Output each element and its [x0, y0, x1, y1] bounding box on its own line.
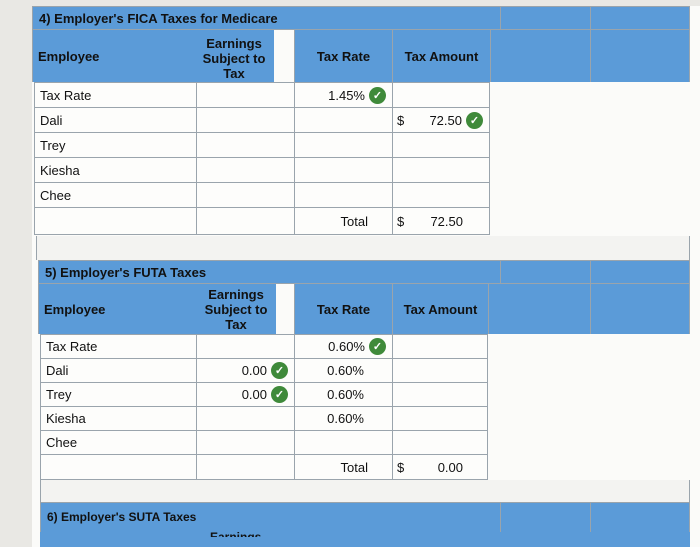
futa-header-earnings: Earnings Subject to Tax	[196, 284, 276, 334]
check-circle-icon: ✓	[271, 362, 288, 379]
fica-total-cell: $ 72.50	[392, 207, 490, 235]
futa-chee-amount-input[interactable]	[392, 430, 488, 454]
futa-trey-rate: 0.60%	[294, 382, 392, 406]
futa-chee-earnings-input[interactable]	[196, 430, 294, 454]
suta-header-earnings: Earnings	[210, 532, 261, 537]
fica-header-blank	[590, 30, 690, 82]
futa-title-bar: 5) Employer's FUTA Taxes	[38, 260, 500, 284]
futa-total-cell: $ 0.00	[392, 454, 488, 480]
futa-rate-value: 0.60%	[328, 339, 365, 354]
fica-header-employee: Employee	[32, 30, 194, 82]
fica-chee-earnings-input[interactable]	[196, 182, 294, 207]
check-circle-icon: ✓	[369, 338, 386, 355]
fica-employee-trey: Trey	[34, 132, 196, 157]
futa-title-bar-cell	[500, 260, 590, 284]
fica-chee-rate-input[interactable]	[294, 182, 392, 207]
check-circle-icon: ✓	[271, 386, 288, 403]
futa-rate-cell[interactable]: 0.60% ✓	[294, 334, 392, 358]
fica-total-blank	[34, 207, 196, 235]
fica-employee-kiesha: Kiesha	[34, 157, 196, 182]
fica-rate-cell[interactable]: 1.45% ✓	[294, 82, 392, 107]
futa-header-blank	[590, 284, 690, 334]
suta-header-row: Earnings	[40, 532, 690, 547]
futa-trey-earnings: 0.00	[241, 387, 267, 402]
fica-total-label: Total	[294, 207, 392, 235]
check-circle-icon: ✓	[369, 86, 386, 104]
futa-rate-amount-cell[interactable]	[392, 334, 488, 358]
futa-kiesha-amount-input[interactable]	[392, 406, 488, 430]
futa-dali-earnings: 0.00	[241, 363, 267, 378]
futa-employee-trey: Trey	[40, 382, 196, 406]
futa-total-label: Total	[294, 454, 392, 480]
fica-header-earnings: Earnings Subject to Tax	[194, 30, 274, 82]
fica-rate-earnings-cell[interactable]	[196, 82, 294, 107]
fica-kiesha-rate-input[interactable]	[294, 157, 392, 182]
check-circle-icon: ✓	[466, 111, 483, 129]
fica-title-bar-cell	[590, 6, 690, 30]
suta-title-bar-cell	[500, 502, 590, 532]
futa-kiesha-earnings-input[interactable]	[196, 406, 294, 430]
fica-employee-dali: Dali	[34, 107, 196, 132]
fica-rate-amount-cell[interactable]	[392, 82, 490, 107]
futa-title: 5) Employer's FUTA Taxes	[45, 265, 207, 280]
futa-employee-kiesha: Kiesha	[40, 406, 196, 430]
futa-employee-dali: Dali	[40, 358, 196, 382]
fica-chee-amount-input[interactable]	[392, 182, 490, 207]
fica-trey-amount-input[interactable]	[392, 132, 490, 157]
fica-total-blank	[196, 207, 294, 235]
fica-kiesha-earnings-input[interactable]	[196, 157, 294, 182]
suta-title-bar-cell	[590, 502, 690, 532]
futa-dali-amount-input[interactable]	[392, 358, 488, 382]
futa-dali-earnings-input[interactable]: 0.00 ✓	[196, 358, 294, 382]
futa-header-tax-rate: Tax Rate	[294, 284, 392, 334]
fica-dali-rate-input[interactable]	[294, 107, 392, 132]
futa-total-blank	[40, 454, 196, 480]
fica-total-amount: 72.50	[430, 213, 463, 229]
fica-header-tax-amount: Tax Amount	[392, 30, 490, 82]
fica-trey-rate-input[interactable]	[294, 132, 392, 157]
futa-rate-label: Tax Rate	[40, 334, 196, 358]
futa-employee-chee: Chee	[40, 430, 196, 454]
futa-trey-earnings-input[interactable]: 0.00 ✓	[196, 382, 294, 406]
fica-dali-earnings-input[interactable]	[196, 107, 294, 132]
fica-dali-amount: 72.50	[429, 112, 462, 128]
fica-title-bar-cell	[500, 6, 590, 30]
fica-header-blank	[490, 30, 590, 82]
fica-rate-label: Tax Rate	[34, 82, 196, 107]
currency-symbol: $	[397, 112, 405, 128]
currency-symbol: $	[397, 213, 405, 229]
suta-title: 6) Employer's SUTA Taxes	[47, 510, 197, 524]
futa-kiesha-rate: 0.60%	[294, 406, 392, 430]
futa-chee-rate-input[interactable]	[294, 430, 392, 454]
futa-header-employee: Employee	[38, 284, 196, 334]
futa-dali-rate: 0.60%	[294, 358, 392, 382]
fica-dali-amount-input[interactable]: $ 72.50 ✓	[392, 107, 490, 132]
fica-rate-value: 1.45%	[328, 87, 365, 103]
fica-kiesha-amount-input[interactable]	[392, 157, 490, 182]
fica-title: 4) Employer's FICA Taxes for Medicare	[39, 11, 278, 26]
section-gap	[40, 480, 690, 502]
currency-symbol: $	[397, 459, 405, 475]
futa-trey-amount-input[interactable]	[392, 382, 488, 406]
futa-title-bar-cell	[590, 260, 690, 284]
fica-header-tax-rate: Tax Rate	[294, 30, 392, 82]
futa-total-blank	[196, 454, 294, 480]
suta-title-bar: 6) Employer's SUTA Taxes	[40, 502, 500, 532]
fica-employee-chee: Chee	[34, 182, 196, 207]
futa-total-amount: 0.00	[437, 459, 463, 475]
futa-rate-earnings-cell[interactable]	[196, 334, 294, 358]
fica-trey-earnings-input[interactable]	[196, 132, 294, 157]
futa-header-blank	[488, 284, 590, 334]
futa-header-tax-amount: Tax Amount	[392, 284, 488, 334]
section-gap	[36, 236, 690, 260]
fica-title-bar: 4) Employer's FICA Taxes for Medicare	[32, 6, 500, 30]
